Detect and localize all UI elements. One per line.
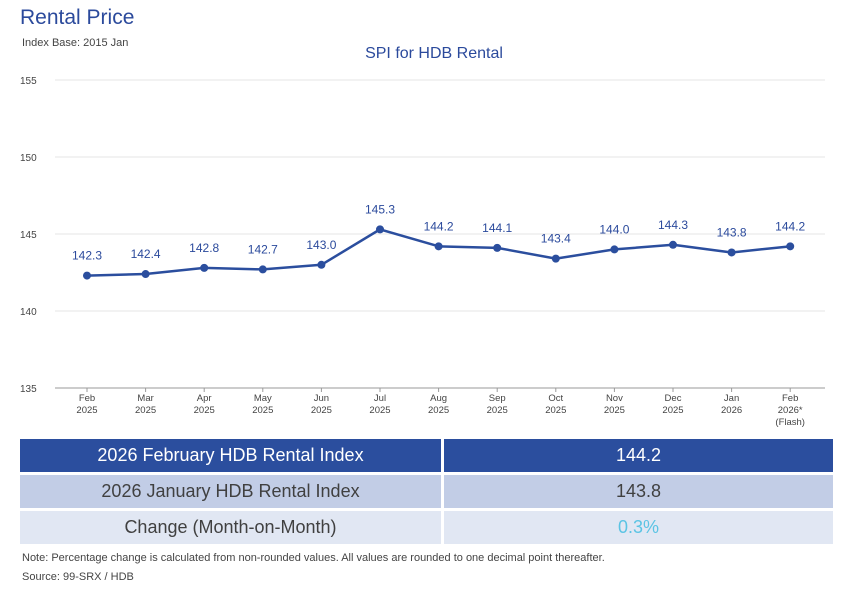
x-tick-label: Oct xyxy=(548,393,563,404)
table-cell-label: Change (Month-on-Month) xyxy=(20,509,444,547)
data-label: 142.8 xyxy=(189,241,219,255)
table-row: 2026 January HDB Rental Index 143.8 xyxy=(20,473,833,511)
data-point xyxy=(83,271,91,280)
chart-title: SPI for HDB Rental xyxy=(365,45,503,62)
data-point xyxy=(669,240,677,249)
y-tick-label: 150 xyxy=(20,153,37,164)
x-tick-label: Mar xyxy=(137,393,153,404)
x-tick-label: Sep xyxy=(489,393,506,404)
table-cell-value: 143.8 xyxy=(442,473,833,511)
x-tick-label: 2025 xyxy=(604,405,625,416)
y-tick-label: 145 xyxy=(20,230,37,241)
x-tick-label: 2026 xyxy=(721,405,742,416)
data-point xyxy=(434,242,443,251)
data-label: 145.3 xyxy=(365,202,395,216)
data-label: 144.1 xyxy=(482,221,512,235)
table-row: Change (Month-on-Month) 0.3% xyxy=(20,509,833,547)
summary-table: 2026 February HDB Rental Index 144.2 202… xyxy=(20,439,833,547)
data-label: 144.3 xyxy=(658,218,688,232)
y-tick-label: 140 xyxy=(20,307,37,318)
y-tick-label: 135 xyxy=(20,384,37,395)
x-tick-label: Dec xyxy=(665,393,682,404)
data-label: 143.4 xyxy=(541,232,571,246)
data-point xyxy=(200,263,209,272)
data-label: 143.8 xyxy=(717,225,747,239)
x-tick-label: 2025 xyxy=(545,405,566,416)
x-tick-label: Aug xyxy=(430,393,447,404)
data-label: 144.2 xyxy=(775,219,805,233)
data-label: 144.2 xyxy=(424,219,454,233)
x-tick-label: 2025 xyxy=(662,405,683,416)
x-tick-label: 2025 xyxy=(76,405,97,416)
x-tick-label: 2025 xyxy=(369,405,390,416)
data-point xyxy=(610,245,619,254)
data-point xyxy=(376,225,384,234)
x-tick-label: Feb xyxy=(79,393,95,404)
line-chart: SPI for HDB Rental135140145150155Feb2025… xyxy=(20,45,825,428)
table-row: 2026 February HDB Rental Index 144.2 xyxy=(20,439,833,475)
data-point xyxy=(493,243,502,252)
footnote: Note: Percentage change is calculated fr… xyxy=(22,552,605,564)
x-tick-label: Jul xyxy=(374,393,386,404)
data-point xyxy=(141,270,150,279)
data-point xyxy=(786,242,795,251)
data-point xyxy=(258,265,267,274)
x-tick-label: 2025 xyxy=(194,405,215,416)
table-cell-label: 2026 February HDB Rental Index xyxy=(20,439,444,475)
table-cell-label: 2026 January HDB Rental Index xyxy=(20,473,444,511)
x-tick-label: Jan xyxy=(724,393,739,404)
page-subtitle: Index Base: 2015 Jan xyxy=(22,37,129,49)
x-tick-label: 2025 xyxy=(252,405,273,416)
data-label: 142.3 xyxy=(72,249,102,263)
data-point xyxy=(727,248,736,257)
data-label: 142.4 xyxy=(131,247,161,261)
y-tick-label: 155 xyxy=(20,76,37,87)
x-tick-label: Apr xyxy=(197,393,212,404)
x-tick-label: 2025 xyxy=(428,405,449,416)
x-tick-label: May xyxy=(254,393,272,404)
x-tick-label: Jun xyxy=(314,393,329,404)
page-title: Rental Price xyxy=(20,6,135,29)
data-label: 144.0 xyxy=(599,222,629,236)
data-label: 142.7 xyxy=(248,242,278,256)
x-tick-label: 2025 xyxy=(487,405,508,416)
table-cell-value: 144.2 xyxy=(442,439,833,475)
data-point xyxy=(317,260,326,269)
data-label: 143.0 xyxy=(306,238,336,252)
x-tick-label: 2026* xyxy=(778,405,803,416)
x-tick-label: Feb xyxy=(782,393,798,404)
x-tick-label: 2025 xyxy=(311,405,332,416)
data-point xyxy=(551,254,560,263)
x-tick-label: 2025 xyxy=(135,405,156,416)
table-cell-value: 0.3% xyxy=(442,509,833,547)
x-tick-label: (Flash) xyxy=(775,417,805,428)
source-note: Source: 99-SRX / HDB xyxy=(22,571,134,583)
x-tick-label: Nov xyxy=(606,393,623,404)
